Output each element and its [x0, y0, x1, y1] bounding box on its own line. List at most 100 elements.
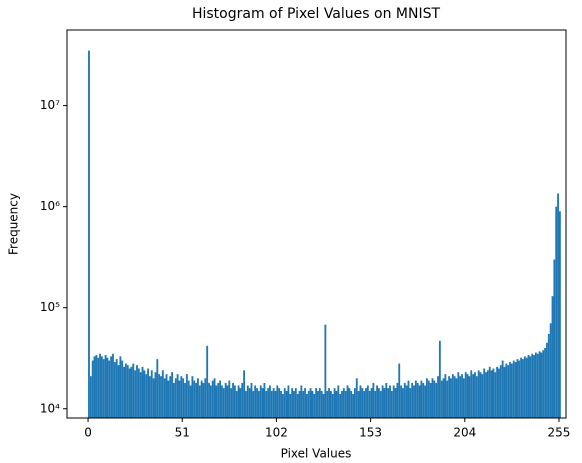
- bar: [542, 350, 545, 418]
- bar: [557, 193, 559, 418]
- bar: [250, 382, 253, 418]
- bar: [426, 378, 428, 418]
- x-tick-label: 0: [84, 426, 92, 440]
- bar: [477, 370, 480, 418]
- bar: [302, 390, 305, 418]
- x-tick-label: 51: [175, 426, 190, 440]
- bar: [335, 390, 338, 418]
- bar: [427, 380, 430, 418]
- y-tick-label: 10⁶: [40, 199, 60, 213]
- bar: [383, 388, 386, 418]
- bar: [437, 376, 439, 418]
- bar: [409, 388, 412, 418]
- bar: [518, 360, 521, 418]
- bar: [464, 372, 467, 418]
- bar: [147, 368, 149, 418]
- bar: [468, 376, 471, 418]
- bar: [368, 390, 371, 418]
- bar: [359, 385, 362, 418]
- bar: [498, 368, 500, 418]
- bar: [322, 393, 325, 418]
- bar: [363, 390, 366, 418]
- y-tick-label: 10⁵: [40, 300, 60, 314]
- bar: [197, 378, 199, 418]
- bar: [348, 388, 351, 418]
- bar: [512, 360, 515, 418]
- bar: [547, 333, 550, 418]
- bar: [180, 376, 183, 418]
- bar: [411, 382, 414, 418]
- bar: [525, 357, 528, 418]
- bar: [163, 378, 166, 418]
- bar: [523, 356, 526, 418]
- bar: [461, 374, 463, 418]
- bar: [211, 380, 214, 418]
- bar: [267, 388, 270, 418]
- bar: [466, 374, 469, 418]
- bar: [496, 366, 499, 418]
- bar: [276, 385, 279, 418]
- bar: [200, 380, 203, 418]
- bar: [209, 385, 212, 418]
- bar: [344, 390, 347, 418]
- bar: [398, 363, 401, 418]
- bar: [143, 370, 146, 418]
- bar: [141, 366, 144, 418]
- bar: [305, 393, 308, 418]
- bar: [536, 353, 539, 418]
- bar: [193, 380, 196, 418]
- bar: [462, 378, 465, 418]
- bar: [520, 357, 523, 418]
- bar: [555, 206, 558, 418]
- bar: [440, 380, 443, 418]
- bar: [531, 353, 534, 418]
- bar: [112, 353, 114, 418]
- bar: [167, 380, 170, 418]
- bar: [470, 370, 473, 418]
- bar: [326, 390, 329, 418]
- bar: [361, 388, 364, 418]
- bar: [390, 390, 393, 418]
- bar: [355, 378, 358, 418]
- bar: [99, 353, 101, 418]
- bar: [558, 211, 561, 418]
- bar: [418, 385, 421, 418]
- bar: [294, 388, 297, 418]
- bar: [217, 382, 220, 418]
- bar: [527, 355, 530, 418]
- bar: [494, 372, 497, 418]
- bar: [448, 376, 451, 418]
- bar: [237, 385, 240, 418]
- bar: [379, 390, 382, 418]
- bar: [189, 385, 192, 418]
- bar: [222, 388, 225, 418]
- bar: [148, 376, 151, 418]
- bar: [488, 366, 491, 418]
- bar: [173, 382, 175, 418]
- bar: [191, 376, 194, 418]
- bar: [108, 360, 111, 418]
- bar: [307, 390, 310, 418]
- bar: [337, 385, 340, 418]
- bar: [272, 388, 275, 418]
- bar: [285, 390, 288, 418]
- bar: [453, 376, 456, 418]
- bar: [93, 356, 96, 418]
- bar: [136, 365, 138, 418]
- bar: [444, 374, 447, 418]
- bar: [341, 390, 343, 418]
- bar: [433, 380, 436, 418]
- bar: [246, 385, 249, 418]
- bar: [387, 388, 390, 418]
- bar: [252, 390, 255, 418]
- bar: [451, 374, 454, 418]
- bar: [414, 380, 417, 418]
- x-tick-label: 102: [265, 426, 288, 440]
- bar: [331, 393, 334, 418]
- bar: [490, 370, 493, 418]
- bar: [420, 380, 423, 418]
- bar: [289, 393, 292, 418]
- bar: [174, 378, 177, 418]
- bar: [457, 372, 460, 418]
